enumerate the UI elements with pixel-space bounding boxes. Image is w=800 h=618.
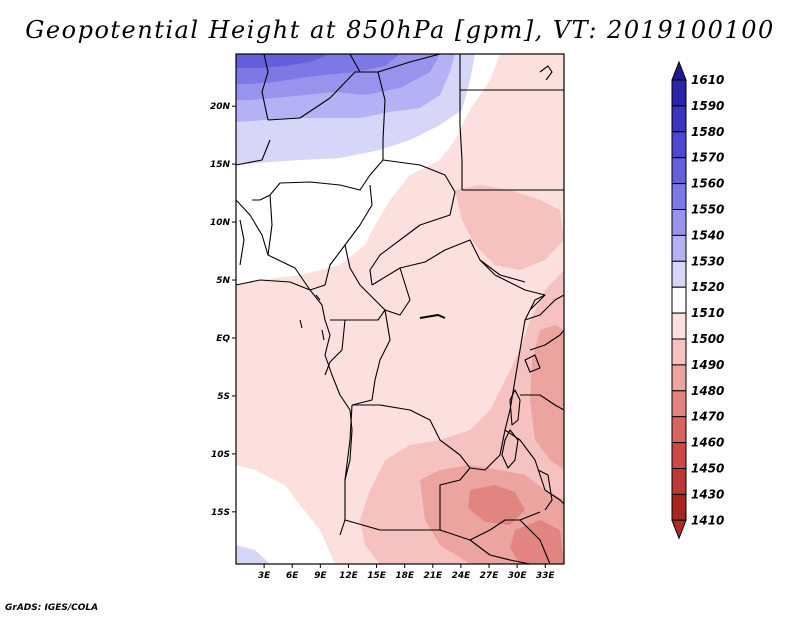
colorbar-swatch [671,105,687,133]
grads-credit: GrADS: IGES/COLA [5,603,99,613]
colorbar-label: 1530 [691,254,724,268]
band-1560 [236,54,330,68]
colorbar-label: 1520 [691,280,724,294]
colorbar-swatch [671,390,687,418]
band-1490-ne [455,185,564,270]
lat-label: 20N [210,102,231,112]
lon-label: 30E [508,571,528,581]
colorbar-label: 1580 [691,125,724,139]
lon-label: 18E [395,571,415,581]
colorbar-label: 1430 [691,487,724,501]
colorbar-swatch [671,442,687,470]
colorbar-swatch [671,157,687,185]
lon-label: 12E [339,571,359,581]
colorbar-swatch [671,183,687,211]
colorbar-label: 1470 [691,410,724,424]
colorbar-label: 1550 [691,203,724,217]
lat-label: 15S [211,508,230,518]
colorbar-label: 1510 [691,306,724,320]
colorbar-top-arrow [671,60,687,81]
band-1470 [468,485,525,525]
colorbar-swatch [671,416,687,444]
band-1480-east [530,325,564,470]
band-1470-se [510,520,564,564]
colorbar-swatch [671,338,687,366]
colorbar-swatch [671,312,687,340]
lon-label: 27E [480,571,500,581]
colorbar-label: 1610 [691,73,724,87]
colorbar-label: 1570 [691,151,724,165]
colorbar-swatch [671,209,687,236]
colorbar-bottom-arrow [671,519,687,540]
colorbar-swatch [671,79,687,107]
colorbar-label: 1590 [691,99,724,113]
map-title: Geopotential Height at 850hPa [gpm], VT:… [25,16,775,44]
lat-label: 5S [217,392,230,402]
colorbar-label: 1450 [691,462,724,476]
colorbar-swatch [671,260,687,288]
colorbar-swatch [671,364,687,392]
colorbar-swatch [671,131,687,159]
colorbar-label: 1500 [691,332,724,346]
colorbar-label: 1490 [691,358,724,372]
colorbar-swatch [671,286,687,314]
colorbar-label: 1560 [691,177,724,191]
colorbar-label: 1540 [691,228,724,242]
colorbar-swatch [671,468,687,495]
lat-label: 5N [216,276,230,286]
colorbar-swatch [671,493,687,521]
lon-label: 21E [423,571,443,581]
longitude-axis: 3E 6E 9E 12E 15E 18E 21E 24E 27E 30E 33E [258,564,556,581]
lon-label: 24E [452,571,472,581]
lon-label: 15E [367,571,387,581]
lat-label: 10N [210,218,231,228]
band-1510-sw [236,465,335,564]
height-field [236,54,564,564]
plot-frame [235,53,565,565]
colorbar-swatch [671,234,687,262]
lon-label: 33E [536,571,556,581]
lon-label: 9E [314,571,327,581]
lat-label: 10S [211,450,230,460]
lat-label: EQ [216,334,230,344]
latitude-axis: 20N 15N 10N 5N EQ 5S 10S 15S [210,102,236,518]
lon-label: 3E [258,571,271,581]
country-borders [236,54,564,564]
colorbar-label: 1460 [691,436,724,450]
lat-label: 15N [210,160,231,170]
colorbar-label: 1480 [691,384,724,398]
band-1520-sw [236,545,270,564]
colorbar-label: 1410 [691,513,724,527]
colorbar: 1610 1590 1580 1570 1560 1550 1540 1530 1520 1510… [671,60,724,540]
lon-label: 6E [286,571,299,581]
